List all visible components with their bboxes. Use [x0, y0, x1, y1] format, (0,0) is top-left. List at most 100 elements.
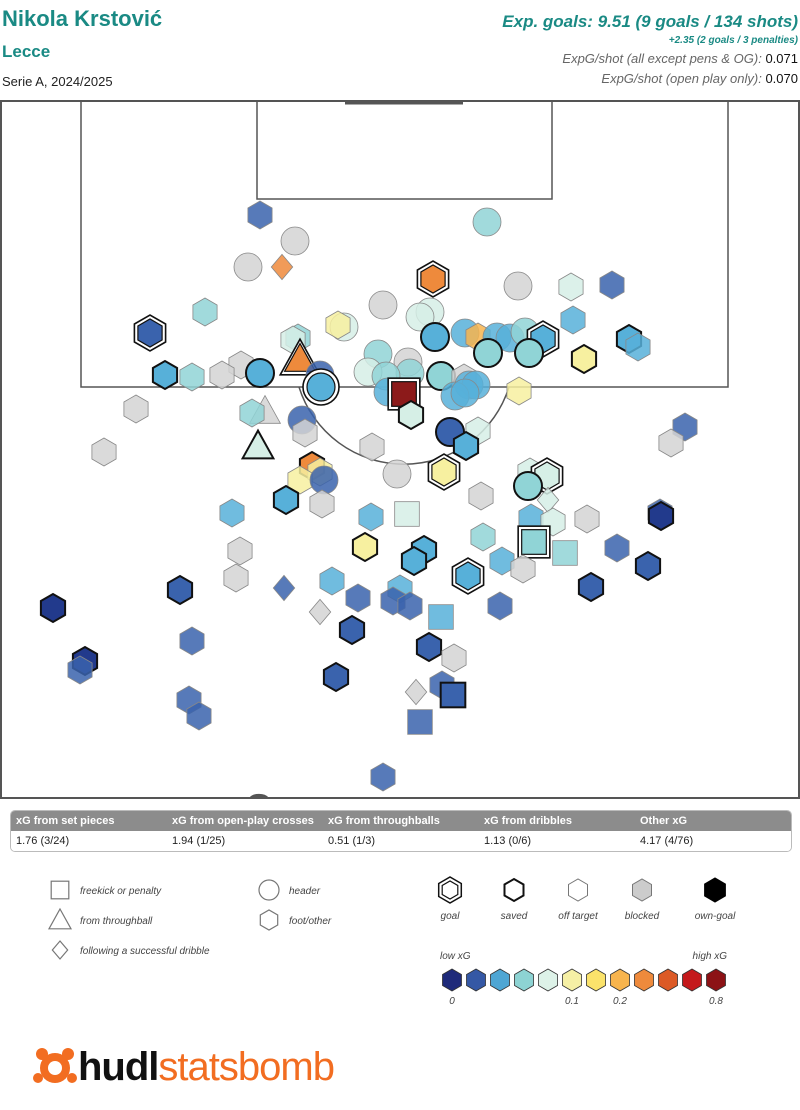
shot-hexagon-113 [338, 614, 366, 646]
shot-blocked [233, 252, 263, 282]
shot-hexagon-39 [179, 362, 205, 392]
shot-off [394, 501, 420, 527]
shot-saved [166, 574, 194, 606]
shot-off [450, 378, 480, 408]
stat-open-play: ExpG/shot (open play only): 0.070 [502, 71, 798, 86]
shot-blocked [510, 554, 536, 584]
shot-off [186, 701, 212, 731]
shot-blocked [468, 481, 494, 511]
shot-off [239, 398, 265, 428]
shot-off [560, 305, 586, 335]
logo-statsbomb: statsbomb [158, 1044, 335, 1089]
legend-square-icon [50, 880, 70, 900]
legend-circle-icon [258, 879, 280, 901]
shot-hexagon-38 [151, 359, 179, 391]
shot-hexagon-0 [247, 200, 273, 230]
shot-blocked [91, 437, 117, 467]
shot-hexagon-126 [370, 762, 396, 792]
shot-blocked [503, 271, 533, 301]
shot-off [345, 583, 371, 613]
competition-label: Serie A, 2024/2025 [2, 74, 113, 89]
shot-saved [634, 550, 662, 582]
shot-hexagon-80 [219, 498, 245, 528]
shot-off [489, 546, 515, 576]
legend-scale-swatch [682, 968, 702, 992]
shot-goal [427, 453, 461, 491]
shot-off [558, 272, 584, 302]
shot-off [192, 297, 218, 327]
header-left: Nikola Krstović Lecce Serie A, 2024/2025 [2, 6, 162, 89]
breakdown-header-row: xG from set pieces xG from open-play cros… [11, 811, 791, 831]
legend-low-label: low xG [440, 951, 471, 962]
shot-square-112 [428, 604, 454, 630]
shot-off [179, 362, 205, 392]
shot-hexagon-96 [489, 546, 515, 576]
shot-circle-12 [405, 302, 435, 332]
shot-hexagon-124 [186, 701, 212, 731]
legend-scale-swatch [706, 968, 726, 992]
shot-blocked [441, 643, 467, 673]
legend-shape-label: foot/other [289, 916, 332, 927]
shot-goal [451, 557, 485, 595]
legend-own-goal-icon [704, 877, 726, 903]
six-yard-box [256, 100, 553, 200]
shot-circle-6 [503, 271, 533, 301]
shot-saved [322, 661, 350, 693]
shot-goal [517, 525, 551, 559]
shot-saved [272, 484, 300, 516]
shot-hexagon-106 [345, 583, 371, 613]
shot-saved [415, 631, 443, 663]
shot-saved [400, 545, 428, 577]
shot-hexagon-118 [67, 655, 93, 685]
legend-scale-swatch [490, 968, 510, 992]
shot-saved [240, 428, 276, 460]
shots-layer [39, 200, 698, 792]
shot-saved [577, 571, 605, 603]
breakdown-value: 0.51 (1/3) [328, 835, 376, 847]
shot-diamond-121 [404, 678, 428, 706]
shot-off [405, 302, 435, 332]
statsbomb-logo-icon [33, 1048, 77, 1083]
shot-blocked [382, 459, 412, 489]
shot-saved [452, 430, 480, 462]
shot-off [358, 502, 384, 532]
shot-off [552, 540, 578, 566]
shot-off [407, 709, 433, 735]
shot-saved [420, 322, 450, 352]
shot-hexagon-88 [470, 522, 496, 552]
shot-hexagon-85 [574, 504, 600, 534]
shot-off [370, 762, 396, 792]
legend-blocked-icon [632, 878, 652, 902]
breakdown-label: Other xG [640, 815, 688, 827]
shot-map [0, 100, 800, 799]
breakdown-value: 1.94 (1/25) [172, 835, 226, 847]
shot-hexagon-98 [510, 554, 536, 584]
shot-circle-71 [382, 459, 412, 489]
legend-scale-swatch [514, 968, 534, 992]
legend-scale-swatch [586, 968, 606, 992]
shot-saved [245, 358, 275, 388]
shot-square-82 [394, 501, 420, 527]
shot-off [179, 626, 205, 656]
legend-outcome-label: goal [441, 911, 461, 922]
legend-shape-label: from throughball [80, 916, 153, 927]
breakdown-value: 1.76 (3/24) [16, 835, 70, 847]
legend-scale-tick: 0.8 [709, 996, 723, 1007]
xg-total: Exp. goals: 9.51 (9 goals / 134 shots) [502, 12, 798, 31]
legend-scale-swatch [538, 968, 558, 992]
shot-diamond-111 [308, 598, 332, 626]
shot-off [428, 604, 454, 630]
breakdown-value: 1.13 (0/6) [484, 835, 532, 847]
shot-square-90 [552, 540, 578, 566]
breakdown-label: xG from open-play crosses [172, 815, 314, 827]
legend: freekick or penalty from throughball follo… [47, 876, 736, 1007]
shot-blocked [308, 598, 332, 626]
legend-scale-tick: 0.2 [613, 996, 627, 1007]
shot-hexagon-94 [604, 533, 630, 563]
breakdown-label: xG from throughballs [328, 815, 440, 827]
shot-off [270, 253, 294, 281]
shot-hexagon-36 [209, 360, 235, 390]
xg-penalties: +2.35 (2 goals / 3 penalties) [668, 35, 798, 46]
shot-off [397, 591, 423, 621]
breakdown-value: 4.17 (4/76) [640, 835, 694, 847]
